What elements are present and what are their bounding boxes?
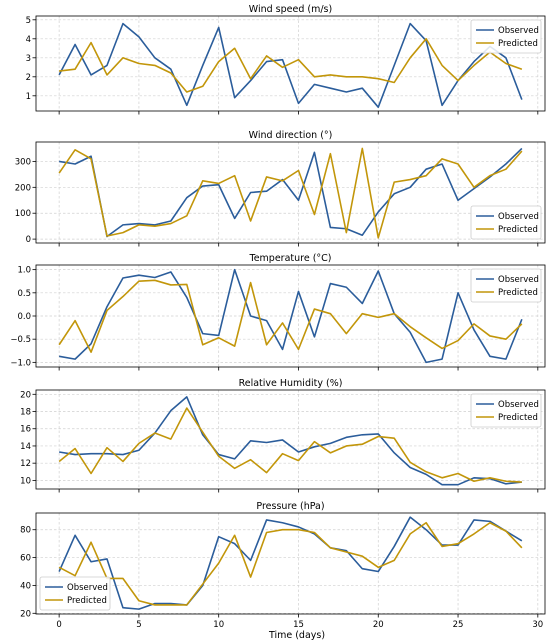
y-tick-label: 0.5 <box>17 289 31 299</box>
series-line-observed <box>59 268 523 364</box>
series-line-predicted <box>58 521 523 606</box>
y-tick-label: −0.5 <box>10 335 31 345</box>
legend: Observed Predicted <box>39 576 111 611</box>
y-tick-label: 2 <box>26 73 31 83</box>
legend: Observed Predicted <box>470 268 542 303</box>
y-tick-label: 40 <box>20 581 31 591</box>
series-line-observed <box>59 396 522 486</box>
legend-label-observed: Observed <box>498 212 539 222</box>
y-tick-label: 12 <box>20 459 31 469</box>
plot-frame <box>35 141 546 244</box>
x-tick-label: 0 <box>56 620 61 630</box>
subplots: Wind speed (m/s)12345ObservedPredictedWi… <box>10 4 546 630</box>
legend-label-predicted: Predicted <box>498 225 538 235</box>
plot-frame <box>35 389 546 490</box>
y-tick-label: 20 <box>20 609 31 619</box>
chart-title: Temperature (°C) <box>249 253 332 264</box>
y-tick-label: 18 <box>20 408 31 418</box>
plot-frame <box>35 264 546 368</box>
chart-temperature-c: Temperature (°C) −1.0 −0.5 0.0 0.5 1.0 Observe… <box>10 253 546 371</box>
legend-label-observed: Observed <box>498 26 539 36</box>
series-line-observed <box>58 516 523 610</box>
legend-label-observed: Observed <box>67 583 108 593</box>
legend-box <box>470 393 542 428</box>
y-tick-label: −1.0 <box>10 358 31 368</box>
y-tick-label: 100 <box>15 209 31 219</box>
x-axis-label: Time (days) <box>268 630 325 641</box>
y-tick-label: 0.0 <box>17 312 31 322</box>
y-tick-label: 0 <box>26 235 31 245</box>
x-tick-label: 20 <box>373 620 384 630</box>
chart-relative-humidity: Relative Humidity (%) 10 12 14 16 18 20 Observe… <box>20 378 546 493</box>
x-tick-label: 5 <box>136 620 141 630</box>
legend: Observed Predicted <box>470 19 542 54</box>
legend: Observed Predicted <box>470 393 542 428</box>
series-line-predicted <box>58 147 523 239</box>
legend-label-observed: Observed <box>498 275 539 285</box>
chart-title: Wind speed (m/s) <box>249 4 332 15</box>
legend-label-observed: Observed <box>498 400 539 410</box>
y-tick-label: 20 <box>20 390 31 400</box>
y-tick-label: 5 <box>26 16 31 26</box>
chart-wind-direction: Wind direction (°) 0 100 200 300 Observed Pred… <box>15 130 546 247</box>
series-line-predicted <box>58 407 522 483</box>
legend-label-predicted: Predicted <box>498 288 538 298</box>
legend-box <box>39 576 111 611</box>
y-tick-label: 300 <box>15 157 31 167</box>
chart-title: Wind direction (°) <box>249 130 333 141</box>
y-tick-label: 14 <box>20 442 31 452</box>
x-tick-label: 15 <box>293 620 304 630</box>
y-tick-label: 4 <box>26 35 31 45</box>
series-line-observed <box>58 22 523 108</box>
y-tick-label: 200 <box>15 183 31 193</box>
x-tick-label: 10 <box>213 620 224 630</box>
series-line-predicted <box>58 279 523 353</box>
chart-pressure-hpa: Pressure (hPa) 20 40 60 80 0 5 10 15 20 25 30 Observ… <box>20 501 546 630</box>
legend-box <box>470 268 542 303</box>
chart-title: Pressure (hPa) <box>256 501 324 512</box>
plot-frame <box>35 512 546 615</box>
series-line-observed <box>59 147 523 238</box>
legend-box <box>470 19 542 54</box>
legend-label-predicted: Predicted <box>498 413 538 423</box>
legend: Observed Predicted <box>470 205 542 240</box>
series-line-predicted <box>59 37 523 93</box>
plot-frame <box>35 15 546 112</box>
y-tick-label: 1.0 <box>17 266 31 276</box>
chart-title: Relative Humidity (%) <box>239 378 343 389</box>
x-tick-label: 30 <box>532 620 543 630</box>
y-tick-label: 16 <box>20 425 31 435</box>
y-tick-label: 60 <box>20 554 31 564</box>
chart-wind-speed-m-s: Wind speed (m/s) 1 2 3 4 5 Observed Predicted <box>26 4 546 115</box>
x-tick-label: 25 <box>453 620 464 630</box>
y-tick-label: 1 <box>26 92 31 102</box>
y-tick-label: 3 <box>26 54 31 64</box>
legend-label-predicted: Predicted <box>498 39 538 49</box>
legend-box <box>470 205 542 240</box>
y-tick-label: 10 <box>20 476 31 486</box>
legend-label-predicted: Predicted <box>67 596 107 606</box>
y-tick-label: 80 <box>20 526 31 536</box>
